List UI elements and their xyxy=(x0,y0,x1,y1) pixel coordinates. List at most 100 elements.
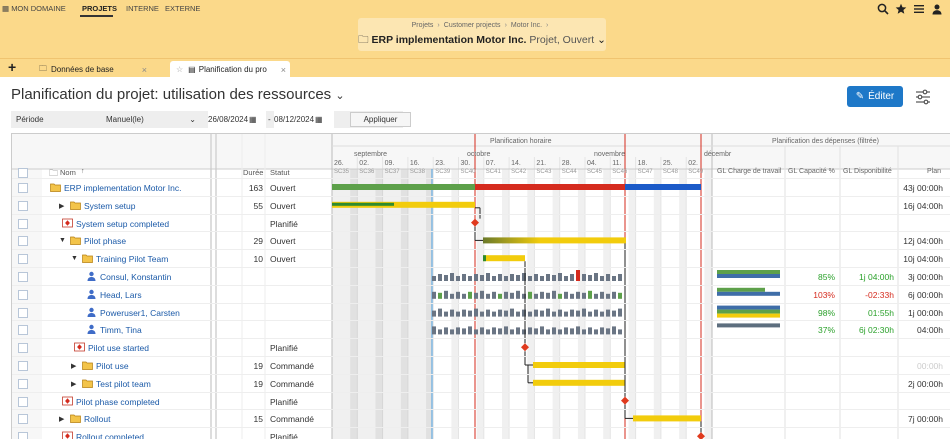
row-name[interactable]: ERP implementation Motor Inc. xyxy=(64,183,182,193)
resource-load-bar xyxy=(480,327,484,335)
expand-icon[interactable]: ▶ xyxy=(71,363,77,370)
expand-icon[interactable]: ▶ xyxy=(71,380,77,388)
row-checkbox[interactable] xyxy=(18,218,28,229)
row-status: Ouvert xyxy=(270,200,296,211)
row-name[interactable]: Consul, Konstantin xyxy=(100,272,172,282)
collapse-icon[interactable]: ▼ xyxy=(59,237,66,245)
row-checkbox[interactable] xyxy=(18,200,28,211)
task-row[interactable]: ▶ Rollout 15 Commandé 7j 00:00h xyxy=(12,409,950,427)
task-row[interactable]: ▶ Test pilot team 19 Commandé 2j 00:00h xyxy=(12,373,950,392)
resource-load-bar xyxy=(438,292,442,299)
row-name[interactable]: System setup xyxy=(84,200,136,211)
expand-icon[interactable]: ▶ xyxy=(59,202,65,210)
tab-planification[interactable]: ☆ ▤ Planification du pro × xyxy=(170,61,290,78)
period-mode-select[interactable]: Manuel(le) ⌄ xyxy=(106,115,196,124)
close-icon[interactable]: × xyxy=(141,64,147,75)
row-checkbox[interactable] xyxy=(18,414,28,425)
row-name[interactable]: Pilot phase completed xyxy=(76,396,160,407)
row-checkbox[interactable] xyxy=(18,432,28,439)
resource-row[interactable]: Consul, Konstantin 85% 1j 04:00h 3j 00:00h xyxy=(12,267,950,285)
task-row[interactable]: ERP implementation Motor Inc. 163 Ouvert 43… xyxy=(12,178,950,196)
row-name[interactable]: Timm, Tina xyxy=(100,325,142,336)
milestone-icon xyxy=(62,396,73,406)
settings-icon[interactable] xyxy=(914,88,932,106)
pin-icon[interactable]: ☆ xyxy=(176,65,184,74)
project-selector[interactable]: 🗀 ERP implementation Motor Inc. Projet, … xyxy=(358,32,606,50)
task-row[interactable]: ▶ Pilot use 19 Commandé 00:00h xyxy=(12,356,950,374)
row-name[interactable]: Pilot use started xyxy=(88,343,149,354)
resource-load-bar xyxy=(612,310,616,317)
workload-bar xyxy=(717,291,780,296)
nav-interne[interactable]: INTERNE xyxy=(126,4,159,13)
row-checkbox[interactable] xyxy=(18,307,28,318)
menu-icon[interactable] xyxy=(912,2,926,16)
chevron-down-icon[interactable]: ⌄ xyxy=(335,90,345,102)
row-name[interactable]: Pilot phase xyxy=(84,236,127,247)
breadcrumb-motor-inc[interactable]: Motor Inc. xyxy=(510,22,543,29)
apply-button[interactable]: Appliquer xyxy=(350,112,411,127)
add-tab-button[interactable]: + xyxy=(8,59,17,75)
task-row[interactable]: ▶ System setup 55 Ouvert 16j 04:00h xyxy=(12,195,950,214)
resource-load-bar xyxy=(564,311,568,317)
sort-arrow-icon[interactable]: ↑ xyxy=(81,168,85,175)
task-bar xyxy=(633,415,701,422)
resource-row[interactable]: Timm, Tina 37% 6j 02:30h 04:00h xyxy=(12,320,950,338)
close-icon[interactable]: × xyxy=(280,64,286,75)
star-icon[interactable] xyxy=(894,2,908,16)
row-name[interactable]: Rollout xyxy=(84,414,111,425)
resource-row[interactable]: Poweruser1, Carsten 98% 01:55h 1j 00:00h xyxy=(12,302,950,321)
row-checkbox[interactable] xyxy=(18,254,28,265)
collapse-icon[interactable]: ▼ xyxy=(71,255,78,263)
calendar-icon[interactable]: ▦ xyxy=(249,115,257,124)
task-row[interactable]: ▼ Training Pilot Team 10 Ouvert 10j 04:00h xyxy=(12,249,950,267)
resource-load-bar xyxy=(576,310,580,317)
milestone-row[interactable]: System setup completed Planifié xyxy=(12,213,950,232)
select-all-checkbox[interactable] xyxy=(18,168,28,178)
row-checkbox[interactable] xyxy=(18,183,28,193)
row-plan: 10j 04:00h xyxy=(903,254,943,265)
row-name[interactable]: Pilot use xyxy=(96,361,129,371)
tab-donnees-de-base[interactable]: 🗀 Données de base × xyxy=(39,63,147,75)
row-checkbox[interactable] xyxy=(18,236,28,247)
calendar-icon[interactable]: ▦ xyxy=(315,115,323,124)
edit-button[interactable]: ✎ Éditer xyxy=(847,86,903,107)
row-capacity: 85% xyxy=(817,272,835,282)
resource-load-bar xyxy=(456,311,460,317)
row-name[interactable]: Head, Lars xyxy=(100,289,142,300)
breadcrumb-customer-projects[interactable]: Customer projects xyxy=(443,22,501,29)
row-name[interactable]: Rollout completed xyxy=(76,432,145,439)
resource-row[interactable]: Head, Lars 103% -02:33h 6j 00:00h xyxy=(12,284,950,303)
expand-icon[interactable]: ▶ xyxy=(59,416,65,424)
resource-load-bar xyxy=(480,275,484,281)
row-checkbox[interactable] xyxy=(18,378,28,389)
user-icon[interactable] xyxy=(930,2,944,16)
person-icon xyxy=(86,271,97,281)
row-checkbox[interactable] xyxy=(18,289,28,300)
search-icon[interactable] xyxy=(876,2,890,16)
breadcrumb-projets[interactable]: Projets xyxy=(411,22,434,29)
nav-externe[interactable]: EXTERNE xyxy=(165,4,201,13)
row-name[interactable]: Poweruser1, Carsten xyxy=(100,307,180,318)
date-from-field[interactable]: 26/08/2024 ▦ xyxy=(208,111,266,128)
row-name[interactable]: Training Pilot Team xyxy=(96,254,169,265)
row-name[interactable]: System setup completed xyxy=(76,218,170,229)
resource-load-bar xyxy=(558,329,562,335)
resource-load-bar xyxy=(618,274,622,281)
row-name[interactable]: Test pilot team xyxy=(96,378,151,389)
day-label: 16. xyxy=(409,160,420,167)
row-checkbox[interactable] xyxy=(18,272,28,282)
folder-icon xyxy=(82,378,93,388)
name-column-header: Nom xyxy=(60,168,76,177)
task-row[interactable]: ▼ Pilot phase 29 Ouvert 12j 04:00h xyxy=(12,231,950,249)
milestone-row[interactable]: Rollout completed Planifié xyxy=(12,427,950,439)
date-to-field[interactable]: 08/12/2024 ▦ xyxy=(274,111,334,128)
row-checkbox[interactable] xyxy=(18,396,28,407)
milestone-row[interactable]: Pilot phase completed Planifié xyxy=(12,391,950,410)
nav-mon-domaine[interactable]: ▦ MON DOMAINE xyxy=(2,4,66,13)
milestone-row[interactable]: Pilot use started Planifié xyxy=(12,338,950,356)
row-checkbox[interactable] xyxy=(18,325,28,336)
row-checkbox[interactable] xyxy=(18,361,28,371)
workload-bar xyxy=(717,309,780,314)
row-checkbox[interactable] xyxy=(18,343,28,354)
nav-projets[interactable]: PROJETS xyxy=(82,4,118,13)
